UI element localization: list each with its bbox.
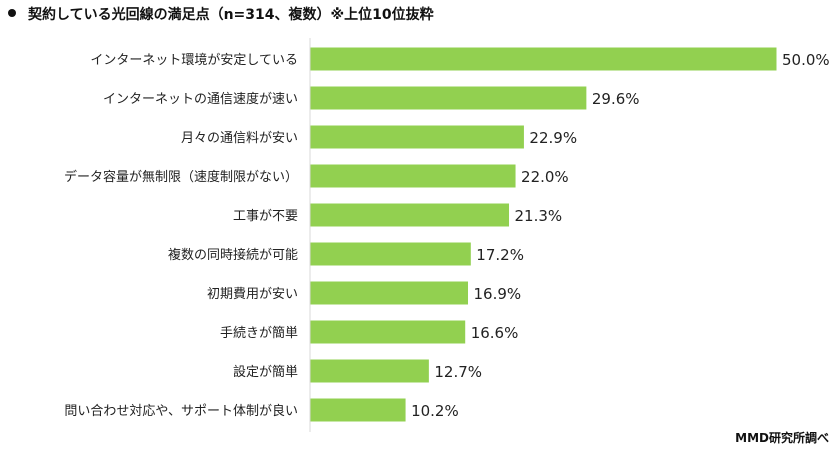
chart-title-text: 契約している光回線の満足点（n=314、複数）※上位10位抜粋 [28, 7, 434, 23]
data-label: 21.3% [515, 207, 563, 225]
bar [310, 47, 777, 71]
category-label: 手続きが簡単 [220, 325, 298, 341]
data-label: 16.9% [474, 285, 522, 303]
category-label: 問い合わせ対応や、サポート体制が良い [64, 403, 298, 419]
bar [310, 125, 524, 149]
bar [310, 281, 469, 305]
category-label: 月々の通信料が安い [181, 131, 298, 146]
category-label: インターネットの通信速度が速い [103, 91, 298, 107]
bar [310, 86, 587, 110]
chart-title: 契約している光回線の満足点（n=314、複数）※上位10位抜粋 [8, 4, 434, 26]
bar [310, 203, 510, 227]
data-label: 22.9% [529, 129, 577, 147]
data-label: 10.2% [411, 402, 459, 420]
bullet-icon [8, 9, 16, 17]
category-label: インターネット環境が安定している [90, 53, 298, 68]
bar [310, 398, 406, 422]
data-label: 22.0% [521, 168, 569, 186]
bar [310, 164, 516, 188]
data-label: 16.6% [471, 324, 519, 342]
data-label: 50.0% [782, 51, 830, 69]
data-label: 12.7% [434, 363, 482, 381]
category-label: 設定が簡単 [233, 364, 298, 380]
bar [310, 359, 429, 383]
bar [310, 320, 466, 344]
data-label: 17.2% [476, 246, 524, 264]
source-credit: MMD研究所調べ [735, 431, 829, 445]
category-label: データ容量が無制限（速度制限がない） [64, 169, 298, 185]
category-label: 複数の同時接続が可能 [168, 247, 298, 263]
category-label: 初期費用が安い [207, 287, 298, 302]
data-label: 29.6% [592, 90, 640, 108]
bar [310, 242, 471, 266]
category-label: 工事が不要 [233, 209, 298, 224]
